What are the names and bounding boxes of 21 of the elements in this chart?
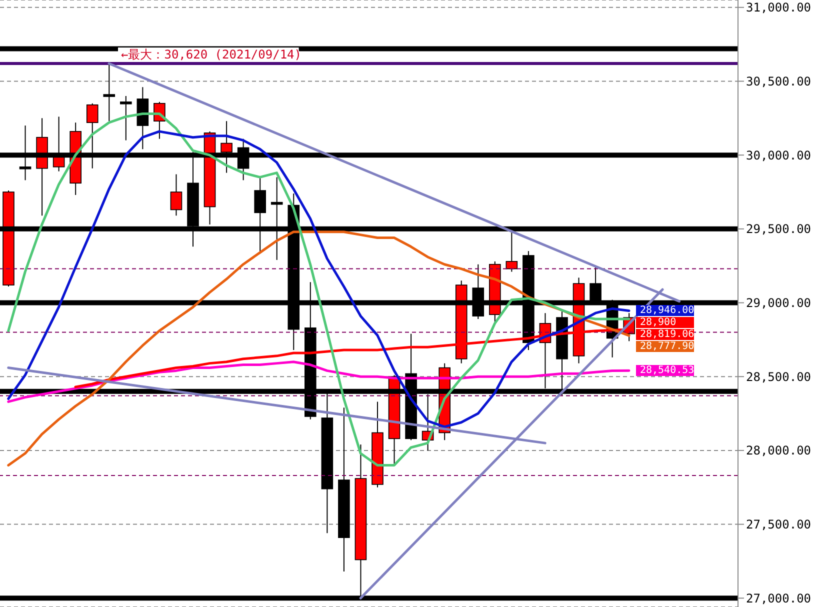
y-tick-label: 31,000.00 <box>746 0 812 15</box>
y-tick-label: 29,500.00 <box>746 222 812 236</box>
candlestick <box>170 174 182 216</box>
line-series <box>7 360 630 403</box>
y-tick-label: 30,500.00 <box>746 74 812 88</box>
y-tick-label: 28,000.00 <box>746 444 812 458</box>
y-tick-label: 27,500.00 <box>746 518 812 532</box>
data-label: 28,819.06 <box>636 329 694 340</box>
y-tick-label: 27,000.00 <box>746 591 812 606</box>
y-tick-label: 28,500.00 <box>746 370 812 384</box>
candlestick <box>120 96 132 141</box>
candlestick <box>103 63 116 122</box>
y-tick-label: 29,000.00 <box>746 296 812 310</box>
text: 28,900 <box>640 317 676 328</box>
data-label: 28,946.00 <box>636 305 694 316</box>
data-label: 28,540.53 <box>636 365 694 376</box>
line-series <box>7 230 630 466</box>
y-tick-label: 30,000.00 <box>746 148 812 162</box>
data-label: 28,777.90 <box>636 341 694 352</box>
line-series <box>7 130 630 428</box>
ref-line-label: ←最大：30,620 (2021/09/14) <box>121 48 302 62</box>
